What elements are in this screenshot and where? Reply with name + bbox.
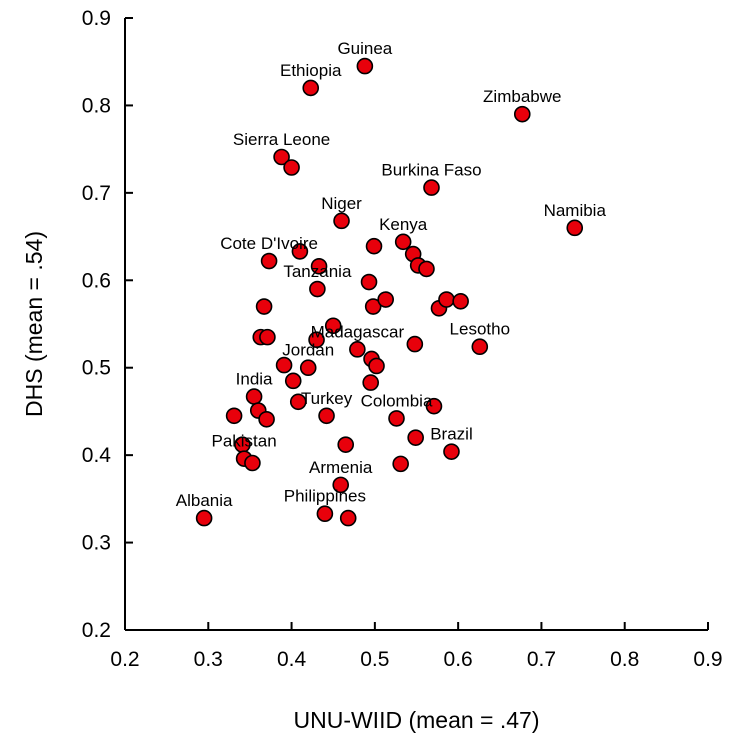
data-point	[225, 407, 243, 425]
point-label: Sierra Leone	[233, 130, 330, 149]
data-point	[244, 454, 261, 472]
x-tick-label: 0.7	[527, 648, 556, 671]
data-point	[245, 388, 263, 405]
data-point	[423, 179, 440, 196]
data-point	[452, 292, 469, 310]
data-point	[284, 372, 302, 390]
data-point	[407, 429, 424, 446]
data-point	[443, 443, 460, 460]
y-tick-label: 0.2	[82, 619, 111, 642]
data-points	[195, 57, 584, 527]
point-label: Albania	[176, 491, 233, 510]
y-axis: 0.2 0.3 0.4 0.5 0.6 0.7 0.8 0.9	[82, 7, 133, 642]
data-point	[195, 509, 213, 527]
point-label: Burkina Faso	[381, 161, 481, 180]
data-point	[339, 509, 357, 527]
data-point	[356, 57, 374, 75]
point-label: Lesotho	[450, 320, 511, 339]
data-point	[260, 252, 278, 270]
plot-area	[124, 18, 708, 631]
x-tick-label: 0.3	[194, 648, 223, 671]
data-point	[275, 356, 293, 374]
data-point	[368, 357, 385, 375]
data-point	[318, 407, 335, 425]
y-tick-label: 0.5	[82, 357, 111, 380]
data-point	[302, 79, 320, 97]
data-point	[324, 317, 342, 335]
data-point	[308, 331, 325, 349]
data-point	[377, 291, 394, 308]
data-point	[258, 410, 275, 428]
x-axis: 0.2 0.3 0.4 0.5 0.6 0.7 0.8 0.9	[110, 622, 723, 671]
data-point	[394, 233, 412, 251]
x-axis-title: UNU-WIID (mean = .47)	[293, 707, 539, 733]
point-label: Kenya	[379, 215, 428, 234]
y-tick-label: 0.9	[82, 7, 111, 30]
data-point	[362, 374, 379, 391]
data-point	[283, 159, 300, 176]
data-point	[316, 505, 334, 523]
y-axis-title: DHS (mean = .54)	[21, 231, 47, 417]
data-point	[332, 476, 350, 494]
data-point	[291, 243, 309, 260]
data-point	[255, 298, 273, 315]
x-tick-label: 0.5	[360, 648, 389, 671]
point-labels: Albania Pakistan India Cote D'Ivoire Sierra …	[176, 39, 607, 510]
data-point	[310, 257, 328, 275]
x-tick-label: 0.6	[444, 648, 473, 671]
data-point	[364, 298, 382, 315]
data-point	[388, 410, 405, 427]
point-label: Philippines	[284, 487, 366, 506]
data-point	[513, 105, 531, 123]
point-label: Pakistan	[211, 432, 276, 451]
point-label: Namibia	[544, 201, 607, 220]
point-label: India	[236, 370, 273, 389]
data-point	[425, 397, 443, 415]
data-point	[471, 338, 489, 356]
data-point	[360, 273, 378, 291]
point-label: Niger	[321, 194, 362, 213]
y-tick-label: 0.4	[82, 444, 112, 467]
point-label: Guinea	[337, 39, 392, 58]
data-point	[259, 328, 276, 346]
x-tick-label: 0.9	[693, 648, 722, 671]
point-label: Armenia	[309, 458, 373, 477]
point-label: Madagascar	[311, 322, 405, 341]
data-point	[392, 455, 409, 473]
point-label: Ethiopia	[280, 61, 342, 80]
point-label: Cote D'Ivoire	[220, 234, 318, 253]
y-tick-label: 0.3	[82, 532, 111, 555]
y-tick-label: 0.7	[82, 182, 111, 205]
x-tick-label: 0.4	[277, 648, 307, 671]
x-tick-label: 0.2	[110, 648, 139, 671]
data-point	[337, 436, 355, 453]
data-point	[309, 280, 326, 298]
data-point	[349, 341, 366, 358]
data-point	[438, 291, 455, 308]
point-label: Colombia	[361, 391, 433, 410]
point-label: Brazil	[430, 425, 473, 444]
y-tick-label: 0.6	[82, 269, 111, 292]
data-point	[365, 237, 383, 255]
data-point	[299, 359, 317, 377]
data-point	[289, 393, 307, 411]
x-tick-label: 0.8	[610, 648, 639, 671]
y-tick-label: 0.8	[82, 94, 111, 117]
data-point	[333, 212, 350, 230]
point-label: Jordan	[282, 341, 334, 360]
data-point	[566, 219, 584, 237]
data-point	[406, 335, 424, 353]
data-point	[418, 260, 435, 278]
point-label: Zimbabwe	[483, 87, 561, 106]
point-label: Turkey	[301, 389, 353, 408]
data-point	[273, 148, 290, 166]
point-label: Tanzania	[283, 262, 352, 281]
